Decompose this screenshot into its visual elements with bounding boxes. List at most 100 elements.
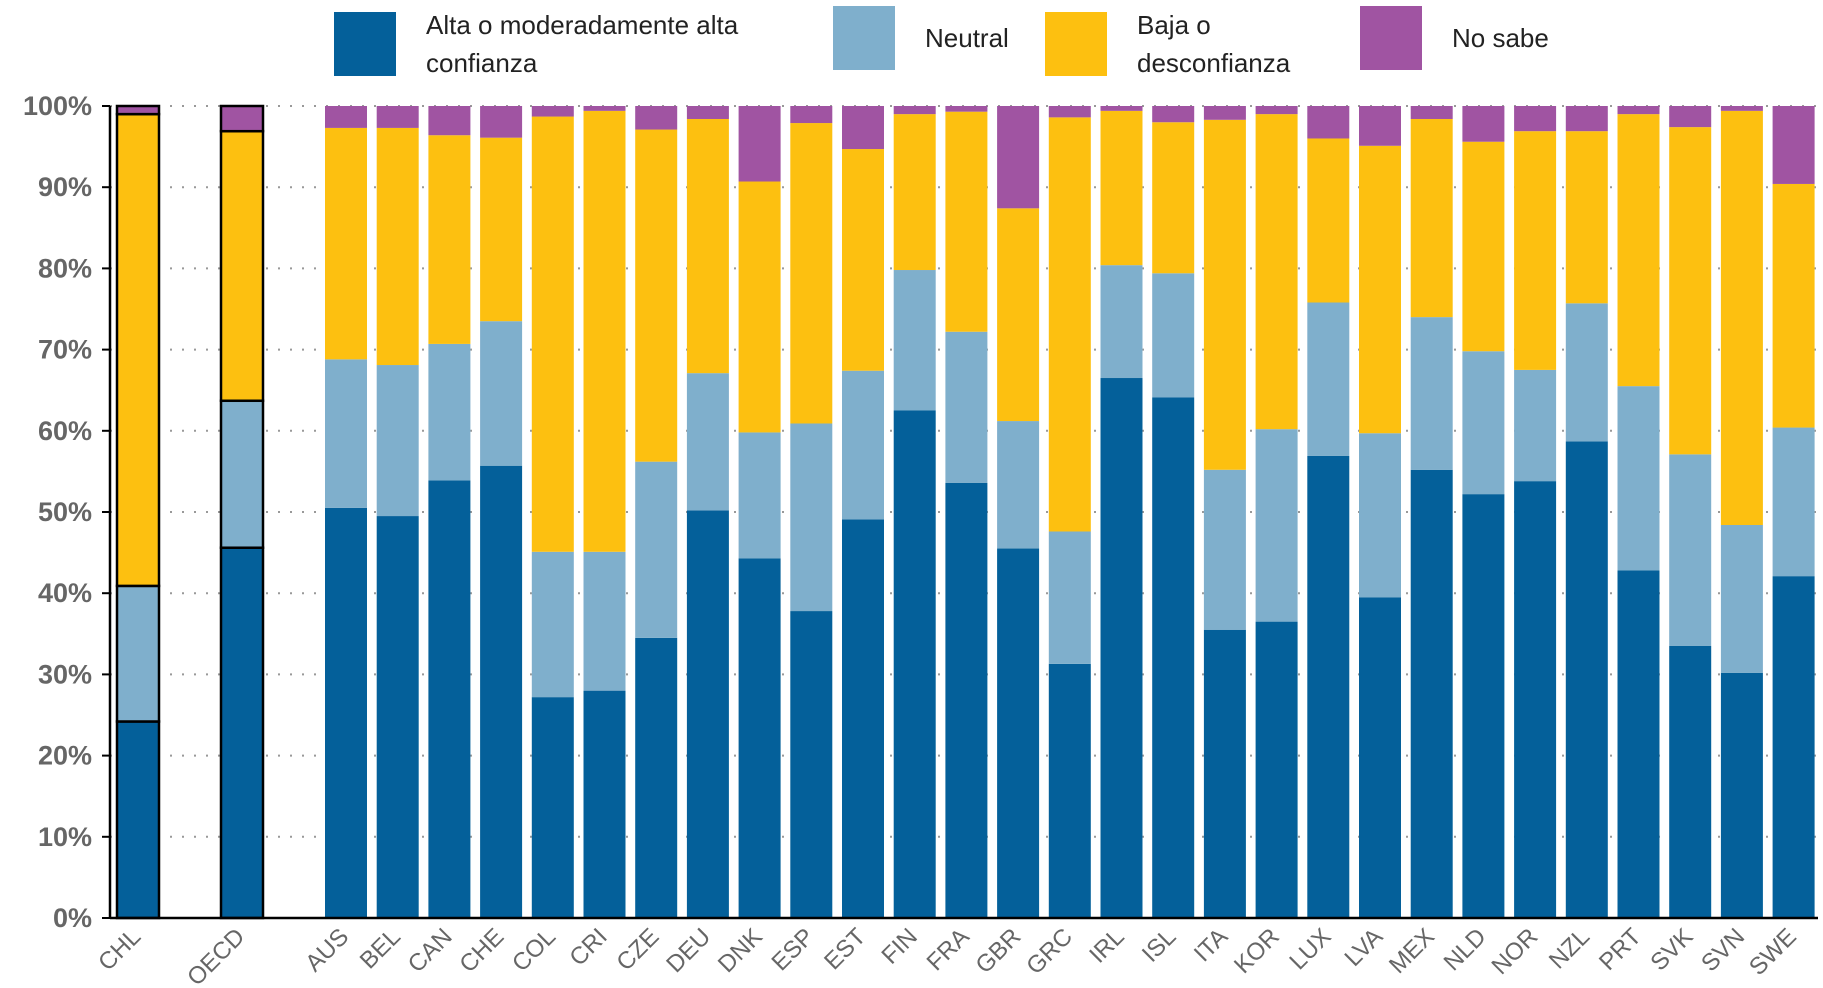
- x-tick-label: SWE: [1744, 923, 1802, 981]
- x-tick-label: CHE: [454, 923, 509, 978]
- bar-segment: [1462, 141, 1505, 352]
- bar-segment: [1307, 455, 1350, 918]
- x-tick-label: SVN: [1696, 923, 1750, 977]
- bar-segment: [1720, 106, 1763, 111]
- bar-segment: [1152, 122, 1195, 274]
- y-tick-label: 90%: [38, 172, 92, 202]
- bar-segment: [115, 112, 161, 588]
- y-tick-label: 10%: [38, 822, 92, 852]
- bar-segment: [686, 373, 729, 511]
- x-tick-label: FRA: [922, 923, 975, 976]
- legend-item: No sabe: [1360, 6, 1572, 70]
- bar-segment: [790, 123, 833, 424]
- bar-segment: [1514, 106, 1557, 132]
- bar-segment: [325, 359, 367, 508]
- bar-segment: [1617, 570, 1660, 918]
- bar-segment: [997, 421, 1040, 549]
- legend-swatch: [1360, 6, 1422, 70]
- bar-segment: [790, 611, 833, 918]
- bar-segment: [583, 106, 626, 111]
- bar-segment: [115, 720, 161, 920]
- bar-segment: [738, 558, 781, 918]
- x-tick-label: GRC: [1021, 923, 1078, 980]
- bar-segment: [842, 149, 884, 371]
- bar-segment: [428, 135, 471, 344]
- bar-segment: [1617, 106, 1660, 115]
- legend-swatch: [1045, 12, 1107, 76]
- bar-segment: [531, 116, 574, 552]
- x-tick-label: AUS: [300, 923, 354, 977]
- y-tick-label: 0%: [53, 903, 92, 933]
- legend-label: Baja o desconfianza: [1137, 10, 1291, 78]
- bar-segment: [997, 106, 1040, 209]
- y-tick-label: 20%: [38, 741, 92, 771]
- bar-segment: [219, 399, 265, 549]
- bar-segment: [376, 127, 419, 366]
- y-tick-label: 30%: [38, 659, 92, 689]
- x-tick-label: SVK: [1645, 923, 1698, 976]
- bar-segment: [1669, 127, 1712, 455]
- bar-segment: [1048, 117, 1091, 532]
- bar-segment: [531, 551, 574, 698]
- bar-segment: [893, 106, 936, 115]
- bar-segment: [1617, 386, 1660, 571]
- bar-segment: [893, 270, 936, 411]
- bar-segment: [893, 114, 936, 271]
- bar-segment: [1720, 110, 1763, 525]
- x-tick-label: CHL: [93, 923, 146, 976]
- legend-swatch: [334, 12, 396, 76]
- bar-segment: [480, 106, 523, 138]
- bar-segment: [686, 118, 729, 374]
- bar-segment: [1152, 106, 1195, 123]
- bar-segment: [1359, 106, 1401, 146]
- bar-segment: [1669, 645, 1712, 918]
- bar-segment: [842, 106, 884, 150]
- bar-segment: [1307, 106, 1350, 139]
- y-tick-label: 80%: [38, 253, 92, 283]
- bar-segment: [1462, 494, 1505, 918]
- x-tick-label: OECD: [182, 923, 250, 988]
- bar-segment: [1203, 119, 1246, 470]
- bar-segment: [1565, 106, 1608, 132]
- bar-segment: [480, 321, 523, 466]
- bar-segment: [1048, 531, 1091, 664]
- x-tick-label: DNK: [713, 923, 768, 978]
- bar-segment: [480, 465, 523, 918]
- bar-segment: [325, 507, 367, 918]
- bar-segment: [1203, 106, 1246, 120]
- bar-segment: [325, 127, 367, 360]
- bar-segment: [1255, 114, 1298, 430]
- bar-segment: [115, 104, 161, 116]
- bar-segment: [1410, 106, 1453, 119]
- bar-segment: [1514, 369, 1557, 482]
- x-tick-label: BEL: [355, 923, 406, 974]
- x-tick-label: COL: [507, 923, 561, 977]
- bar-segment: [1669, 106, 1712, 128]
- bar-segment: [1203, 629, 1246, 918]
- x-tick-label: GBR: [970, 923, 1026, 979]
- bar-segment: [1514, 481, 1557, 918]
- bar-segment: [1720, 524, 1763, 673]
- bar-segment: [583, 110, 626, 552]
- x-tick-label: CAN: [403, 923, 458, 978]
- bar-segment: [531, 106, 574, 117]
- legend-item: Neutral: [833, 6, 1035, 70]
- bar-segment: [531, 697, 574, 918]
- bar-segment: [1255, 106, 1298, 115]
- bar-segment: [1359, 597, 1401, 918]
- bar-segment: [686, 510, 729, 918]
- bar-segment: [1359, 433, 1401, 598]
- bar-segment: [325, 106, 367, 128]
- y-tick-label: 50%: [38, 497, 92, 527]
- bar-segment: [1307, 138, 1350, 303]
- bar-segment: [219, 546, 265, 920]
- x-tick-label: KOR: [1229, 923, 1285, 979]
- x-tick-label: MEX: [1384, 923, 1440, 979]
- bar-segment: [1100, 106, 1143, 111]
- bar-segment: [738, 181, 781, 433]
- bar-segment: [1100, 265, 1143, 379]
- bar-segment: [1307, 302, 1350, 456]
- legend-label: Neutral: [925, 23, 1009, 53]
- bar-segment: [893, 410, 936, 918]
